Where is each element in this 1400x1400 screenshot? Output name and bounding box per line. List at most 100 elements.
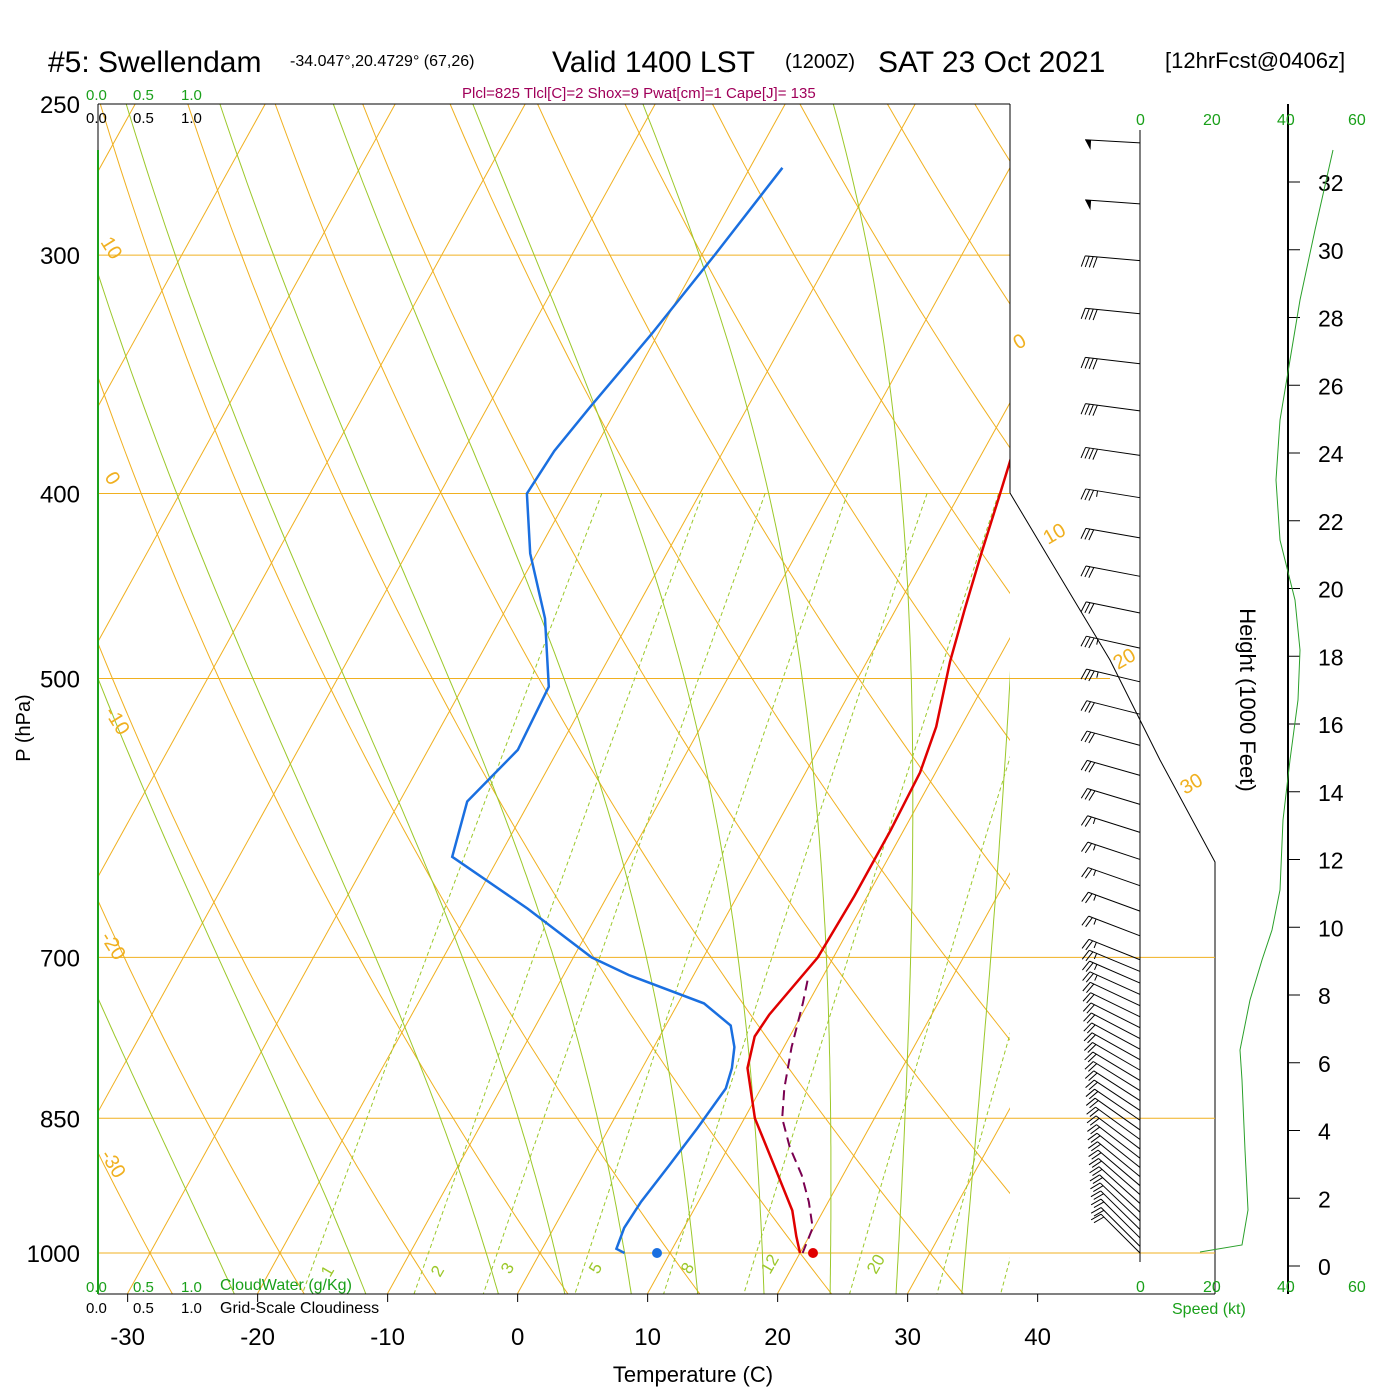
barb-staff bbox=[1087, 867, 1141, 887]
wind-barb bbox=[1090, 1207, 1141, 1247]
mixing-ratio-line bbox=[663, 493, 928, 1294]
barb-flag bbox=[1085, 917, 1093, 928]
barb-flag bbox=[1085, 951, 1094, 962]
isotherm-label: -10 bbox=[100, 703, 134, 739]
cloudiness-tick-bottom-2: 1.0 bbox=[181, 1300, 202, 1317]
cloudiness-tick-top-1: 0.5 bbox=[133, 110, 154, 127]
speed-tick-bottom-0: 0 bbox=[1136, 1279, 1145, 1296]
wind-barb bbox=[1081, 891, 1141, 912]
barb-staff bbox=[1086, 601, 1141, 614]
temperature-tick-label: -20 bbox=[240, 1324, 275, 1351]
barb-flag bbox=[1089, 1166, 1100, 1174]
barb-flag bbox=[1088, 1081, 1098, 1091]
barb-staff bbox=[1089, 981, 1141, 1007]
barb-flag bbox=[1087, 1063, 1098, 1072]
barb-staff bbox=[1088, 938, 1141, 961]
cloudiness-label: Grid-Scale Cloudiness bbox=[220, 1300, 379, 1317]
barb-pennant bbox=[1085, 139, 1092, 151]
speed-tick-bottom-1: 20 bbox=[1203, 1279, 1221, 1296]
moist-adiabat-line bbox=[472, 104, 765, 1294]
barb-flag bbox=[1085, 962, 1094, 972]
speed-tick-bottom-2: 40 bbox=[1277, 1279, 1295, 1296]
wind-barb bbox=[1081, 841, 1141, 860]
barb-flag bbox=[1081, 891, 1089, 902]
wind-barb bbox=[1090, 1213, 1141, 1254]
wind-barb bbox=[1081, 938, 1141, 961]
barb-flag bbox=[1088, 1072, 1098, 1082]
isotherm-line bbox=[1155, 70, 1400, 1317]
wind-barb bbox=[1089, 1166, 1141, 1204]
barb-flag bbox=[1080, 488, 1087, 500]
barb-flag bbox=[1087, 1053, 1097, 1063]
wind-barb bbox=[1086, 1106, 1141, 1140]
barb-flag bbox=[1080, 601, 1087, 613]
wind-barb bbox=[1080, 565, 1141, 578]
height-speed-profile bbox=[1199, 149, 1334, 1253]
barb-staff bbox=[1085, 488, 1141, 499]
barb-flag bbox=[1084, 761, 1092, 772]
barb-half-flag bbox=[1093, 953, 1098, 960]
isotherm-label: 10 bbox=[96, 233, 126, 264]
wind-barb bbox=[1087, 1132, 1141, 1168]
speed-tick-top-2: 40 bbox=[1277, 112, 1295, 129]
wind-barb bbox=[1080, 527, 1141, 541]
height-tick-label: 22 bbox=[1318, 509, 1344, 535]
wind-barb bbox=[1082, 971, 1141, 995]
dry-adiabat-line bbox=[537, 104, 1010, 890]
grid-lines bbox=[98, 70, 1400, 1317]
barb-flag bbox=[1080, 357, 1086, 369]
barb-staff bbox=[1100, 1190, 1141, 1230]
dry-adiabat-line bbox=[99, 104, 701, 1294]
barb-flag bbox=[1080, 565, 1087, 577]
barb-flag bbox=[1087, 1141, 1098, 1149]
mixing-ratio-line bbox=[743, 493, 1000, 1294]
barb-staff bbox=[1085, 255, 1141, 262]
wind-barb bbox=[1082, 992, 1141, 1018]
chart-frame bbox=[97, 103, 1216, 1295]
moist-adiabat-line bbox=[332, 104, 699, 1294]
moist-adiabat-line bbox=[642, 104, 832, 1294]
barb-flag bbox=[1086, 994, 1095, 1004]
barb-flag bbox=[1092, 1177, 1103, 1185]
barb-flag bbox=[1083, 1012, 1092, 1022]
height-tick-label: 28 bbox=[1318, 306, 1344, 332]
barb-flag bbox=[1084, 816, 1092, 827]
barb-flag bbox=[1084, 789, 1092, 800]
barb-flag bbox=[1080, 255, 1086, 267]
wind-barb bbox=[1087, 1124, 1141, 1159]
barb-staff bbox=[1096, 1132, 1141, 1168]
dry-adiabat-line bbox=[362, 104, 1010, 1195]
wind-barb bbox=[1090, 1190, 1141, 1230]
wind-barb bbox=[1080, 601, 1141, 614]
barb-staff bbox=[1094, 1088, 1141, 1121]
isotherm-line bbox=[98, 104, 266, 408]
mixing-ratio-label: 12 bbox=[757, 1251, 783, 1277]
barb-half-flag bbox=[1093, 870, 1097, 877]
isotherm-line bbox=[98, 104, 656, 1113]
barb-flag bbox=[1092, 309, 1098, 321]
height-tick-label: 16 bbox=[1318, 712, 1344, 738]
barb-flag bbox=[1088, 790, 1096, 801]
wind-barb bbox=[1087, 1141, 1141, 1178]
isotherm-line bbox=[98, 104, 526, 878]
temperature-tick-label: 30 bbox=[894, 1324, 921, 1351]
cloudiness-tick-bottom-0: 0.0 bbox=[86, 1300, 107, 1317]
barb-flag bbox=[1084, 1061, 1094, 1070]
pressure-tick-label: 400 bbox=[40, 482, 80, 509]
barb-staff bbox=[1098, 1158, 1141, 1196]
wind-barb bbox=[1081, 915, 1141, 937]
barb-flag bbox=[1093, 1193, 1104, 1200]
temperature-tick-label: 40 bbox=[1024, 1324, 1051, 1351]
wind-barb bbox=[1082, 1002, 1141, 1029]
wind-barb bbox=[1084, 1051, 1141, 1081]
pressure-tick-label: 500 bbox=[40, 667, 80, 694]
barb-flag bbox=[1081, 867, 1089, 878]
barb-flag bbox=[1093, 1216, 1105, 1224]
valid-time: Valid 1400 LST bbox=[552, 46, 755, 79]
dry-adiabat-line bbox=[98, 1151, 173, 1294]
barb-pennant bbox=[1085, 199, 1092, 211]
barb-half-flag bbox=[1093, 942, 1097, 949]
barb-flag bbox=[1088, 1091, 1099, 1100]
barb-flag bbox=[1084, 636, 1091, 648]
pressure-tick-label: 850 bbox=[40, 1106, 80, 1133]
